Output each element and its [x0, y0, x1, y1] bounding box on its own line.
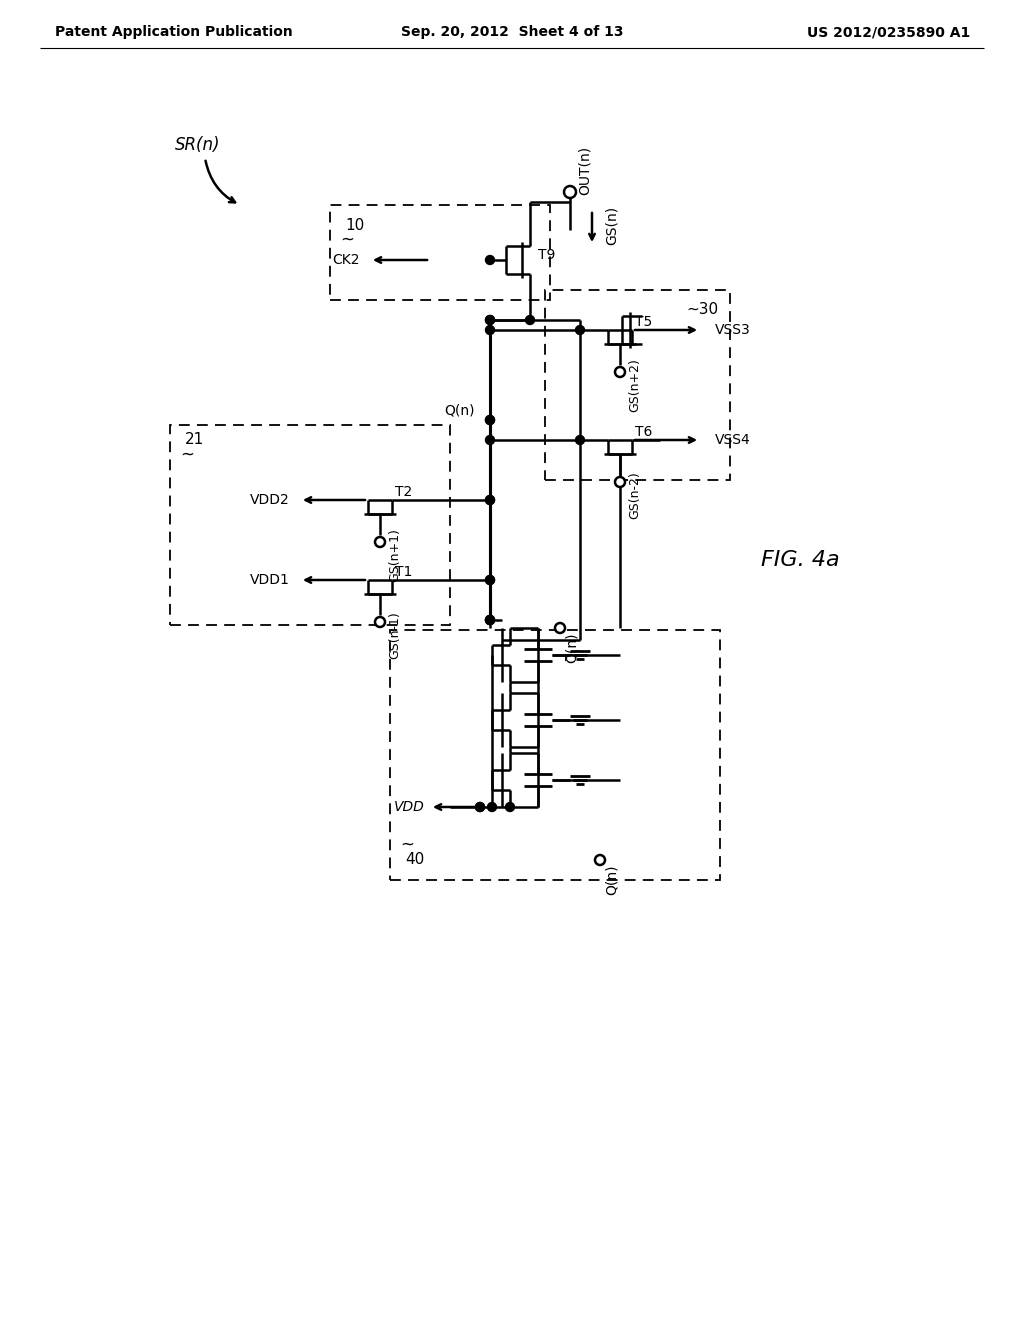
Circle shape [485, 256, 495, 264]
Text: GS(n+2): GS(n+2) [628, 358, 641, 412]
Circle shape [564, 186, 575, 198]
Text: Q(n): Q(n) [605, 865, 618, 895]
Text: Patent Application Publication: Patent Application Publication [55, 25, 293, 40]
Text: T9: T9 [538, 248, 555, 261]
Circle shape [615, 367, 625, 378]
Text: T6: T6 [635, 425, 652, 440]
Bar [545, 290, 730, 480]
Circle shape [485, 615, 495, 624]
Circle shape [485, 495, 495, 504]
Text: GS(n-2): GS(n-2) [628, 471, 641, 519]
Text: VDD: VDD [394, 800, 425, 814]
Text: Q(n): Q(n) [444, 403, 475, 417]
Text: T2: T2 [395, 484, 413, 499]
Text: Sep. 20, 2012  Sheet 4 of 13: Sep. 20, 2012 Sheet 4 of 13 [400, 25, 624, 40]
Circle shape [375, 537, 385, 546]
Bar [330, 205, 550, 300]
Text: GS(n-1): GS(n-1) [388, 611, 401, 659]
Text: OUT(n): OUT(n) [578, 145, 592, 194]
Circle shape [485, 315, 495, 325]
Text: VSS4: VSS4 [715, 433, 751, 447]
Circle shape [595, 855, 605, 865]
Circle shape [485, 576, 495, 585]
Circle shape [475, 803, 484, 812]
Text: VSS3: VSS3 [715, 323, 751, 337]
Circle shape [485, 615, 495, 624]
Text: Q̅(n): Q̅(n) [565, 632, 579, 663]
Text: ~30: ~30 [686, 302, 718, 318]
Circle shape [485, 326, 495, 334]
Text: CK2: CK2 [333, 253, 360, 267]
Text: T5: T5 [635, 315, 652, 329]
Bar [170, 425, 450, 624]
Text: ~: ~ [340, 231, 354, 249]
Circle shape [485, 315, 495, 325]
Circle shape [615, 477, 625, 487]
Text: ~: ~ [180, 446, 194, 465]
Text: 10: 10 [345, 218, 365, 232]
Text: FIG. 4a: FIG. 4a [761, 550, 840, 570]
Text: ~: ~ [400, 836, 414, 854]
Circle shape [485, 576, 495, 585]
Circle shape [375, 616, 385, 627]
Circle shape [525, 315, 535, 325]
Text: 40: 40 [406, 853, 424, 867]
Circle shape [485, 615, 495, 624]
Text: US 2012/0235890 A1: US 2012/0235890 A1 [807, 25, 970, 40]
Circle shape [555, 623, 565, 634]
Circle shape [485, 436, 495, 445]
Circle shape [485, 416, 495, 425]
Text: VDD1: VDD1 [250, 573, 290, 587]
Text: T1: T1 [395, 565, 413, 579]
Circle shape [485, 495, 495, 504]
Circle shape [487, 803, 497, 812]
Circle shape [575, 326, 585, 334]
Circle shape [485, 416, 495, 425]
Text: SR(n): SR(n) [175, 136, 220, 154]
Text: GS(n): GS(n) [605, 206, 618, 244]
Text: GS(n+1): GS(n+1) [388, 528, 401, 582]
Circle shape [575, 436, 585, 445]
Text: VDD2: VDD2 [250, 492, 290, 507]
Circle shape [475, 803, 484, 812]
Text: 21: 21 [185, 433, 204, 447]
Circle shape [506, 803, 514, 812]
Bar [390, 630, 720, 880]
